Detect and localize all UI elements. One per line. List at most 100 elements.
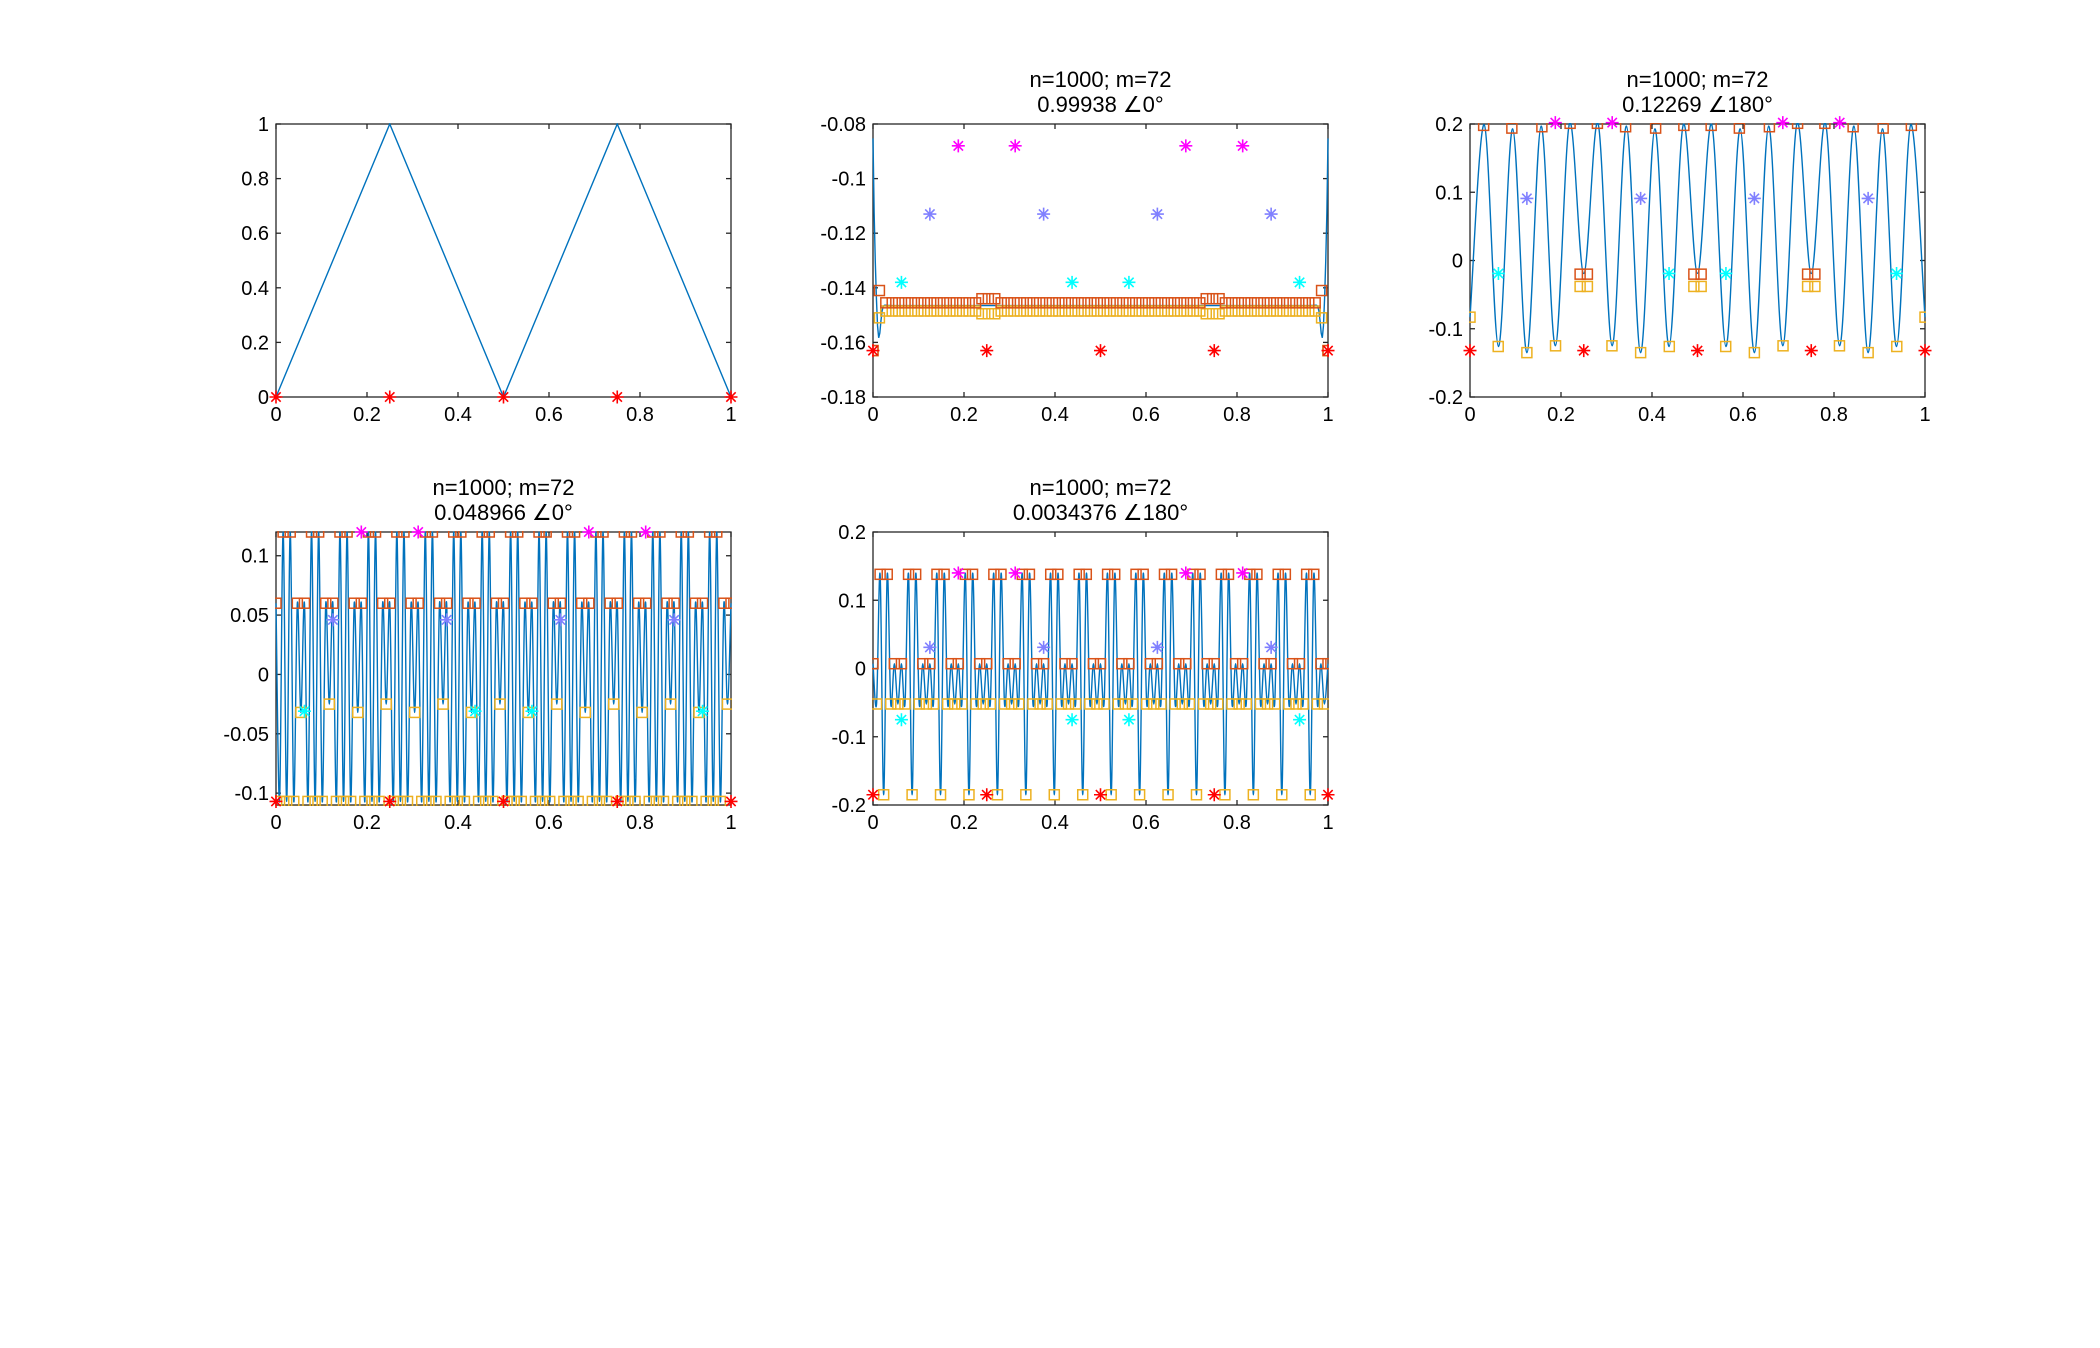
y-tick-label: -0.05 (223, 724, 269, 746)
lower-square-marker (515, 795, 528, 806)
lower-square-marker (551, 698, 563, 710)
upper-square-marker (661, 597, 673, 609)
lower-square-marker (1055, 698, 1068, 710)
lower-square-marker (671, 795, 684, 806)
y-tick-label: 0 (258, 387, 269, 409)
lower-square-marker (931, 305, 943, 317)
star-red-marker (1094, 788, 1107, 802)
x-tick-label: 0.2 (950, 404, 978, 426)
upper-square-marker (1574, 268, 1586, 280)
star-magenta-marker (1008, 139, 1022, 153)
star-red-marker (610, 794, 624, 808)
upper-square-marker (1213, 292, 1225, 305)
x-tick-label: 0.2 (353, 404, 381, 426)
lower-square-marker (873, 312, 886, 324)
upper-square-marker (1174, 297, 1187, 309)
upper-square-marker (1021, 297, 1033, 309)
upper-square-marker (1104, 297, 1116, 309)
lower-square-marker (913, 698, 925, 710)
upper-square-marker (1078, 297, 1091, 309)
upper-square-marker (918, 297, 931, 309)
star-magenta-marker (1833, 116, 1847, 130)
upper-square-marker (1300, 568, 1313, 581)
lower-square-marker (288, 795, 300, 806)
y-tick-label: 0.1 (1435, 182, 1463, 204)
lower-square-marker (1112, 698, 1125, 710)
star-magenta-marker (1179, 139, 1193, 153)
upper-square-marker (1044, 568, 1057, 581)
star-red-marker (497, 390, 510, 404)
lower-square-marker (543, 795, 556, 806)
upper-square-marker (597, 531, 609, 538)
lower-square-marker (664, 698, 677, 710)
upper-square-marker (1290, 297, 1302, 309)
upper-square-marker (963, 297, 975, 309)
upper-square-marker (526, 597, 538, 609)
upper-square-marker (312, 531, 325, 538)
lower-square-marker (989, 307, 1001, 320)
upper-square-marker (912, 297, 924, 309)
upper-square-marker (872, 657, 879, 670)
star-red-marker (1577, 344, 1591, 358)
y-tick-label: 0.4 (241, 278, 269, 300)
upper-square-marker (995, 297, 1007, 309)
star-red-marker (866, 788, 880, 802)
upper-square-marker (1226, 297, 1238, 309)
y-tick-label: -0.2 (1429, 387, 1463, 409)
lower-square-marker (1130, 305, 1142, 317)
upper-square-marker (369, 531, 382, 538)
lower-square-marker (886, 305, 898, 317)
lower-square-marker (337, 795, 350, 806)
upper-square-marker (1137, 568, 1149, 581)
lower-square-marker (1315, 312, 1328, 324)
upper-square-marker (917, 657, 929, 670)
upper-square-marker (888, 657, 901, 670)
lower-square-marker (1091, 305, 1104, 317)
lower-square-marker (1268, 698, 1281, 710)
star-blue-marker (1861, 191, 1875, 205)
series-line (275, 531, 732, 803)
upper-square-marker (426, 531, 439, 538)
lower-square-marker (1012, 698, 1025, 710)
lower-square-marker (494, 698, 506, 710)
lower-square-marker (1251, 305, 1264, 317)
upper-square-marker (1149, 297, 1161, 309)
subplot-title: 0.0034376 ∠180° (1013, 500, 1188, 525)
x-tick-label: 0.8 (626, 812, 654, 834)
lower-square-marker (1168, 305, 1180, 317)
y-tick-label: -0.18 (820, 387, 866, 409)
x-tick-label: 1 (1322, 812, 1333, 834)
star-blue-marker (553, 613, 567, 627)
lower-square-marker (1110, 305, 1123, 317)
lower-square-marker (458, 795, 471, 806)
upper-square-marker (511, 531, 524, 538)
lower-square-marker (1020, 789, 1032, 801)
star-magenta-marker (1605, 116, 1619, 130)
upper-square-marker (899, 297, 911, 309)
star-blue-marker (923, 640, 937, 654)
lower-square-marker (366, 795, 378, 806)
upper-square-marker (1229, 657, 1242, 670)
lower-square-marker (1606, 340, 1618, 352)
lower-square-marker (1046, 305, 1059, 317)
upper-square-marker (1477, 123, 1490, 132)
upper-square-marker (483, 531, 496, 538)
lower-square-marker (1254, 698, 1267, 710)
lower-square-marker (1033, 305, 1046, 317)
x-tick-label: 0.8 (1820, 404, 1848, 426)
lower-square-marker (995, 305, 1007, 317)
lower-square-marker (950, 305, 963, 317)
star-magenta-marker (1776, 116, 1790, 130)
lower-square-marker (586, 795, 599, 806)
upper-square-marker (924, 297, 937, 309)
lower-square-marker (1296, 305, 1309, 317)
upper-square-marker (1108, 568, 1121, 581)
plot-area (1469, 123, 1926, 359)
lower-square-marker (650, 795, 663, 806)
upper-square-marker (956, 297, 969, 309)
x-tick-label: 1 (1322, 404, 1333, 426)
star-magenta-marker (1236, 566, 1250, 580)
x-tick-label: 0.4 (1638, 404, 1666, 426)
upper-square-marker (611, 597, 623, 609)
lower-square-marker (920, 698, 933, 710)
